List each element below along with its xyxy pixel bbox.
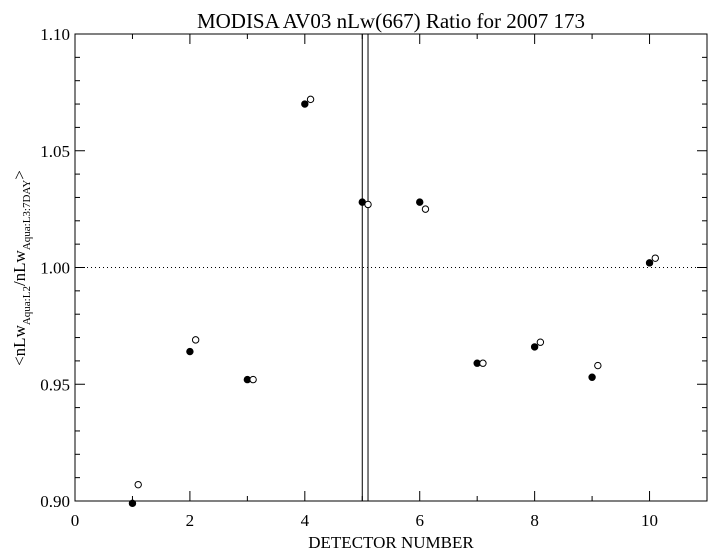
y-axis-label-open: <nLw xyxy=(10,324,29,365)
x-axis-label: DETECTOR NUMBER xyxy=(308,533,474,552)
open-point xyxy=(134,480,142,489)
x-tick-labels: 0 2 4 6 8 10 xyxy=(71,511,658,530)
filled-point xyxy=(416,198,424,206)
y-axis-label-sub1: Aqua:L2 xyxy=(21,286,33,325)
filled-point xyxy=(530,343,539,351)
y-axis-label-mid: /nLw xyxy=(10,249,29,286)
open-point xyxy=(479,359,487,367)
filled-point xyxy=(588,373,596,381)
x-tick-label: 2 xyxy=(186,511,195,530)
reference-lines xyxy=(75,34,707,501)
open-point xyxy=(249,375,257,384)
data-points xyxy=(128,95,659,508)
open-point xyxy=(191,336,200,344)
open-point xyxy=(594,361,602,370)
y-tick-label: 0.95 xyxy=(40,375,70,394)
x-tick-label: 10 xyxy=(641,511,658,530)
x-tick-label: 6 xyxy=(415,511,424,530)
y-tick-labels: 0.90 0.95 1.00 1.05 1.10 xyxy=(40,25,70,511)
y-axis-label: <nLwAqua:L2/nLwAqua:L3:7DAY> xyxy=(10,170,33,366)
y-tick-label: 0.90 xyxy=(40,492,70,511)
chart-title: MODISA AV03 nLw(667) Ratio for 2007 173 xyxy=(197,9,585,33)
filled-point xyxy=(645,259,654,267)
axis-ticks xyxy=(74,33,708,502)
y-tick-label: 1.05 xyxy=(40,142,70,161)
y-tick-label: 1.00 xyxy=(40,259,70,278)
filled-point xyxy=(301,100,309,108)
open-point xyxy=(364,200,372,209)
x-tick-label: 8 xyxy=(530,511,539,530)
y-axis-label-close: > xyxy=(10,170,29,180)
x-tick-label: 4 xyxy=(301,511,310,530)
y-tick-label: 1.10 xyxy=(40,25,70,44)
filled-point xyxy=(186,347,194,356)
open-point xyxy=(651,254,659,262)
filled-point xyxy=(128,499,137,508)
open-point xyxy=(421,205,430,213)
x-tick-label: 0 xyxy=(71,511,80,530)
y-axis-label-sub2: Aqua:L3:7DAY xyxy=(21,180,33,251)
open-point xyxy=(306,95,315,104)
open-point xyxy=(536,338,545,346)
